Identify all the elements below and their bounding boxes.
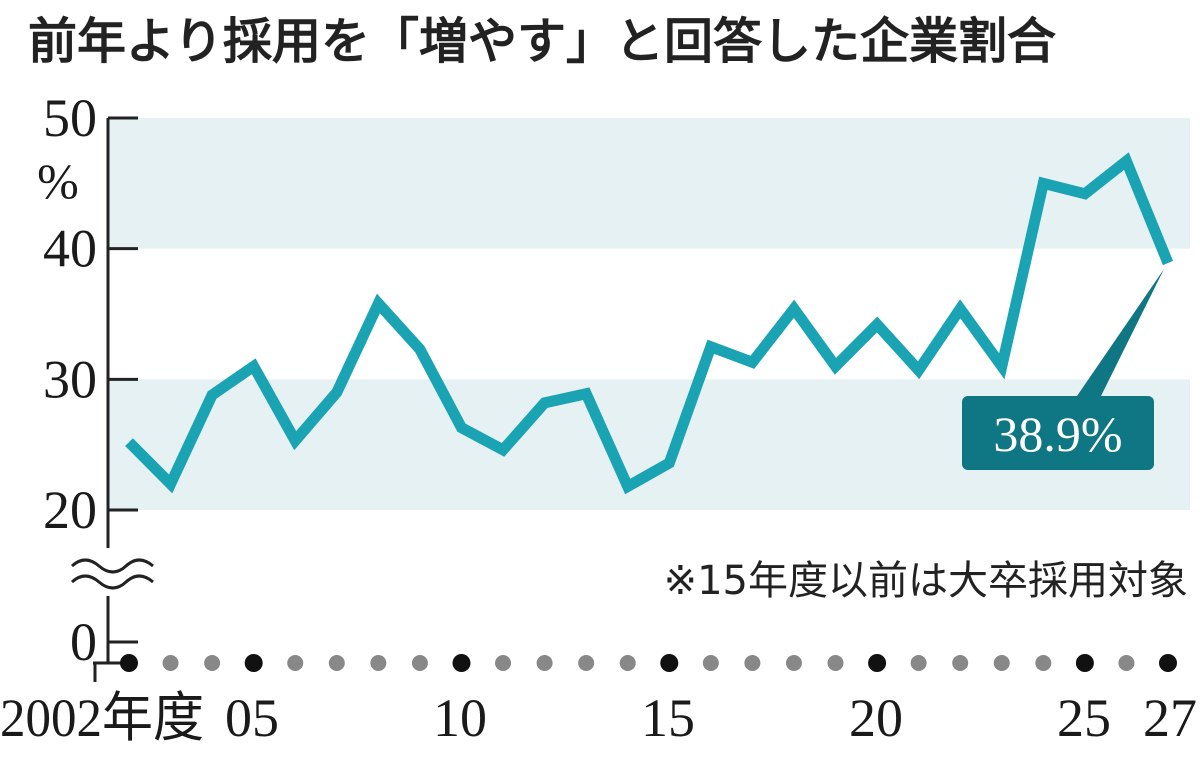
series-polyline [125,152,1174,495]
axis-break-wave-0 [70,558,154,574]
x-dot-2018 [785,655,802,671]
x-dot-2002 [120,654,138,672]
x-axis-dots [120,654,1177,672]
x-dot-2026 [1118,655,1135,671]
y-unit-label: % [37,153,79,209]
y-tick-label: 50 [43,88,97,148]
y-tick-label: 0 [70,612,97,672]
x-dot-2022 [952,655,969,671]
x-tick-label: 20 [849,688,903,748]
x-dot-2024 [1035,655,1052,671]
x-dot-2009 [411,655,428,671]
x-dot-2004 [204,655,221,671]
x-tick-labels: 2002年度 05 10 15 20 25 27 [0,688,1197,748]
band-1 [108,118,1190,249]
series-line [125,152,1174,495]
axis-break [70,558,154,590]
x-dot-2015 [660,654,679,672]
x-dot-2006 [287,655,304,671]
x-dot-2020 [868,654,887,672]
x-dot-2021 [910,655,927,671]
y-tick-label: 30 [43,349,97,409]
x-tick-label: 15 [641,688,695,748]
x-dot-2010 [452,654,471,672]
y-tick-label: 40 [43,219,97,279]
y-tick-label: 20 [43,480,97,540]
footnote: ※15年度以前は大卒採用対象 [664,558,1188,604]
y-tick-labels: 50 40 30 20 0 [43,88,97,672]
x-dot-2016 [702,655,719,671]
x-tick-label: 10 [433,688,487,748]
value-callout: 38.9% [962,269,1164,470]
x-tick-label: 05 [225,688,279,748]
callout-pointer [1077,269,1164,396]
x-tick-label: 25 [1057,688,1111,748]
callout-value-label: 38.9% [993,406,1122,462]
x-dot-2013 [578,655,595,671]
y-axis [93,116,138,682]
x-dot-2023 [993,655,1010,671]
chart-title: 前年より採用を「増やす」と回答した企業割合 [28,13,1056,70]
x-tick-label: 2002年度 [0,688,204,748]
x-dot-2019 [827,655,844,671]
x-dot-2017 [744,655,761,671]
x-dot-2005 [244,654,263,672]
x-dot-2025 [1075,654,1094,672]
x-dot-2003 [162,655,179,671]
x-tick-label: 27 [1143,688,1197,748]
x-dot-2012 [536,655,553,671]
callout-box [962,396,1154,470]
x-dot-2014 [619,655,636,671]
x-dot-2008 [370,655,387,671]
x-dot-2007 [328,655,345,671]
axis-break-wave-1 [70,574,154,590]
x-dot-2027 [1159,654,1177,672]
x-dot-2011 [495,655,512,671]
